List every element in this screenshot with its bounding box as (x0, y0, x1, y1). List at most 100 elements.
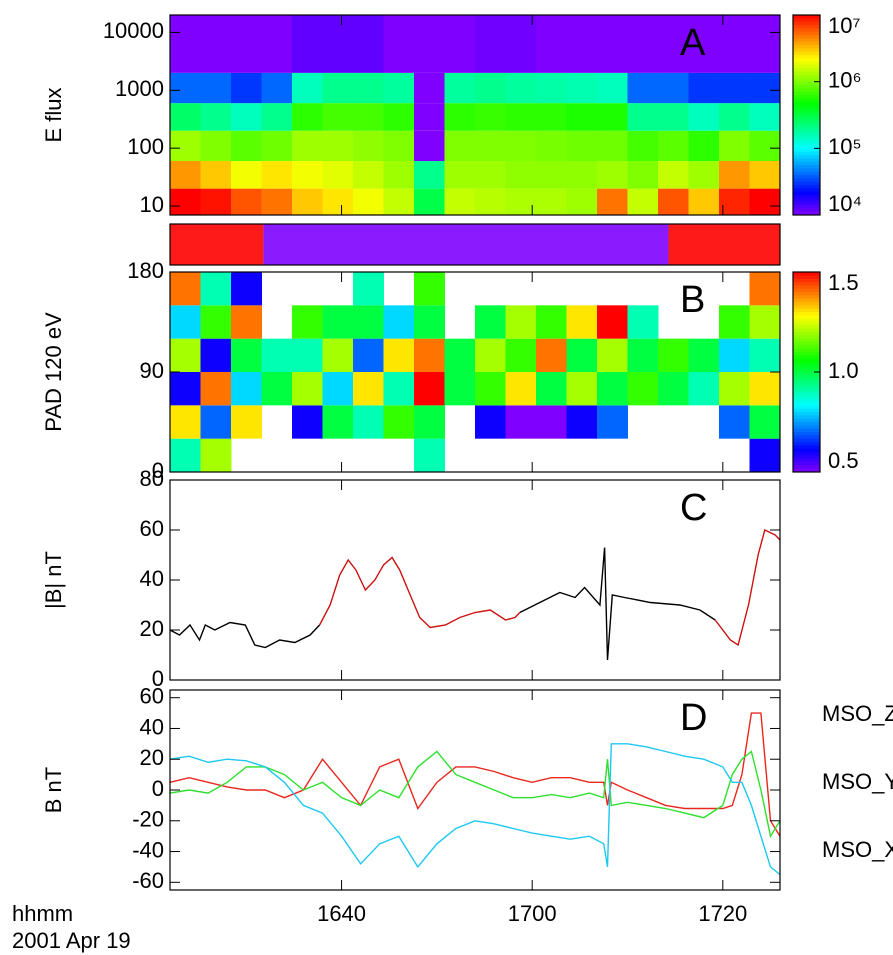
heatmap-cell (292, 188, 323, 215)
colorbar-segment (793, 342, 820, 346)
heatmap-cell (566, 372, 598, 406)
colorbar-segment (793, 458, 820, 463)
heatmap-cell (353, 305, 384, 339)
heatmap-cell (536, 338, 567, 372)
colorbar-segment (793, 362, 820, 366)
y-tick-label: 90 (140, 358, 164, 383)
colorbar-segment (793, 452, 820, 456)
colorbar-segment (793, 148, 820, 153)
y-tick-label: 60 (140, 684, 164, 709)
heatmap-cell (475, 130, 506, 162)
colorbar-segment (793, 101, 820, 106)
y-tick-label: 180 (127, 258, 164, 283)
heatmap-cell (200, 161, 232, 189)
colorbar-segment (793, 382, 820, 386)
colorbar-segment (793, 302, 820, 306)
heatmap-cell (597, 338, 628, 372)
colorbar-segment (793, 88, 820, 93)
heatmap-cell (322, 103, 354, 131)
heatmap-cell (414, 305, 445, 339)
data-line (169, 743, 781, 876)
heatmap-cell (597, 372, 628, 406)
y-tick-label: 20 (140, 745, 164, 770)
heatmap-cell (170, 15, 201, 73)
date-label: 2001 Apr 19 (12, 928, 131, 953)
colorbar-segment (793, 151, 820, 156)
heatmap-cell (536, 405, 567, 439)
colorbar-segment (793, 78, 820, 83)
heatmap-cell (231, 161, 262, 189)
colorbar-segment (793, 325, 820, 330)
heatmap-cell (414, 72, 445, 104)
band-frame (169, 223, 781, 266)
colorbar-tick-label: 10⁷ (828, 13, 860, 38)
colorbar-segment (793, 272, 820, 276)
y-tick-label: 20 (140, 616, 164, 641)
data-line (318, 556, 521, 629)
colorbar-segment (793, 292, 820, 296)
colorbar-segment (793, 365, 820, 370)
colorbar-segment (793, 58, 820, 63)
heatmap-cell (566, 161, 598, 189)
heatmap-cell (749, 130, 781, 162)
heatmap-cell (749, 305, 781, 339)
heatmap-cell (353, 372, 384, 406)
heatmap-cell (383, 15, 415, 73)
heatmap-cell (658, 15, 689, 73)
heatmap-cell (566, 188, 598, 215)
heatmap-cell (444, 372, 476, 406)
colorbar-segment (793, 468, 820, 473)
colorbar-segment (793, 318, 820, 323)
y-axis-label: |B| nT (41, 551, 66, 609)
colorbar-segment (793, 278, 820, 283)
heatmap-cell (261, 161, 293, 189)
heatmap-cell (231, 130, 262, 162)
heatmap-cell (231, 305, 262, 339)
heatmap-cell (353, 161, 384, 189)
heatmap-cell (566, 405, 598, 439)
heatmap-cell (414, 103, 445, 131)
colorbar-segment (793, 335, 820, 340)
heatmap-cell (200, 405, 232, 439)
colorbar-segment (793, 131, 820, 136)
heatmap-cell (383, 372, 415, 406)
heatmap-cell (261, 72, 293, 104)
region-band (170, 224, 264, 265)
colorbar-tick-label: 0.5 (828, 448, 859, 473)
heatmap-cell (200, 338, 232, 372)
heatmap-cell (475, 161, 506, 189)
colorbar-segment (793, 141, 820, 146)
heatmap-cell (597, 161, 628, 189)
colorbar-segment (793, 305, 820, 310)
heatmap-cell (749, 405, 781, 439)
heatmap-cell (719, 305, 750, 339)
colorbar-segment (793, 465, 820, 470)
heatmap-cell (719, 405, 750, 439)
heatmap-cell (536, 103, 567, 131)
heatmap-cell (749, 338, 781, 372)
colorbar-segment (793, 402, 820, 406)
heatmap-cell (475, 72, 506, 104)
heatmap-cell (597, 305, 628, 339)
heatmap-cell (322, 188, 354, 215)
heatmap-cell (688, 372, 720, 406)
heatmap-cell (627, 130, 659, 162)
heatmap-cell (719, 188, 750, 215)
colorbar-segment (793, 432, 820, 436)
colorbar-segment (793, 195, 820, 199)
heatmap-cell (688, 72, 720, 104)
heatmap-cell (658, 72, 689, 104)
heatmap-cell (322, 305, 354, 339)
plot-frame (169, 14, 781, 216)
heatmap-cell (505, 161, 537, 189)
heatmap-cell (261, 338, 293, 372)
colorbar-segment (793, 208, 820, 213)
colorbar-segment (793, 18, 820, 23)
heatmap-cell (353, 15, 384, 73)
heatmap-cell (658, 161, 689, 189)
x-tick-label: 1640 (317, 901, 366, 926)
heatmap-cell (444, 161, 476, 189)
colorbar-segment (793, 198, 820, 203)
colorbar-segment (793, 375, 820, 380)
heatmap-cell (414, 272, 445, 306)
